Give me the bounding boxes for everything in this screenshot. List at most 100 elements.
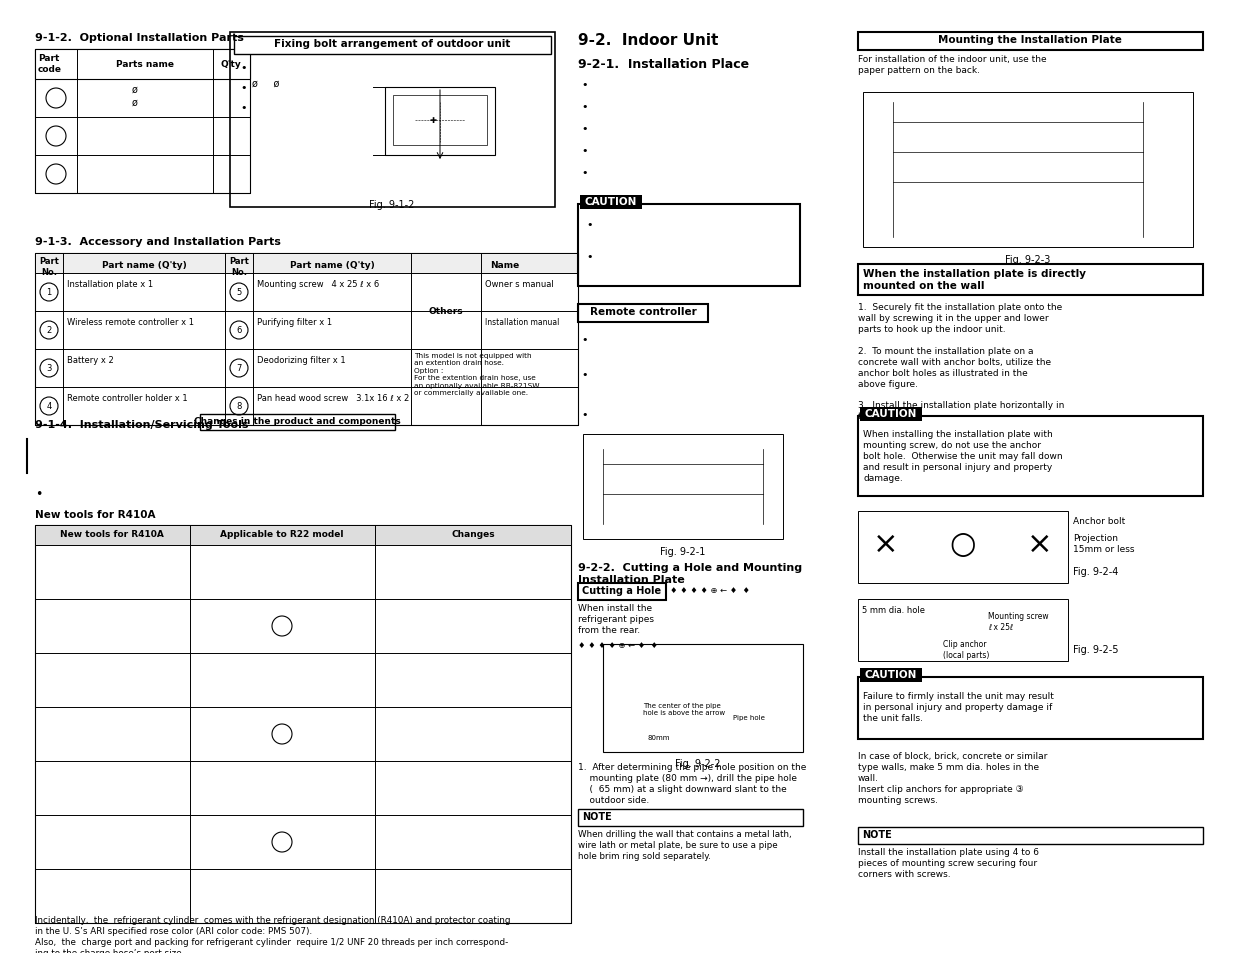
Bar (578, 583, 666, 600)
Text: Projection
15mm or less: Projection 15mm or less (1073, 534, 1135, 554)
Text: Battery x 2: Battery x 2 (67, 355, 114, 365)
Text: CAUTION: CAUTION (864, 669, 918, 679)
Text: Part
code: Part code (38, 54, 62, 74)
Text: 8: 8 (236, 402, 242, 411)
Text: When install the
refrigerant pipes
from the rear.: When install the refrigerant pipes from … (578, 603, 655, 635)
Text: New tools for R410A: New tools for R410A (61, 530, 164, 538)
Text: ♦ ♦ ♦ ♦ ⊕ ← ♦  ♦: ♦ ♦ ♦ ♦ ⊕ ← ♦ ♦ (578, 640, 658, 649)
Text: Fig. 9-2-1: Fig. 9-2-1 (661, 546, 705, 557)
Text: Fig. 9-1-2: Fig. 9-1-2 (369, 200, 415, 210)
Text: 2: 2 (47, 326, 52, 335)
Text: ø     ø: ø ø (252, 79, 279, 89)
Text: Remote controller: Remote controller (589, 307, 697, 316)
Text: Deodorizing filter x 1: Deodorizing filter x 1 (257, 355, 346, 365)
Text: Part
No.: Part No. (40, 256, 59, 276)
Text: Changes in the product and components: Changes in the product and components (194, 416, 400, 426)
Text: •: • (240, 63, 247, 73)
Bar (858, 599, 1068, 661)
Text: ○: ○ (950, 530, 977, 558)
Text: 5: 5 (236, 288, 242, 297)
Text: Fig. 9-2-3: Fig. 9-2-3 (1005, 254, 1051, 265)
Text: Name: Name (490, 261, 520, 270)
Text: Mounting the Installation Plate: Mounting the Installation Plate (939, 35, 1121, 45)
Text: The center of the pipe
hole is above the arrow: The center of the pipe hole is above the… (643, 702, 725, 716)
Text: New tools for R410A: New tools for R410A (35, 510, 156, 519)
Text: This model is not equipped with
an extention drain hose.
Option :
For the extent: This model is not equipped with an exten… (414, 353, 540, 396)
Text: 1: 1 (47, 288, 52, 297)
Bar (230, 33, 555, 208)
Text: 9-1-4.  Installation/Servicing Tools: 9-1-4. Installation/Servicing Tools (35, 419, 248, 430)
Text: 4: 4 (47, 402, 52, 411)
Bar (200, 415, 395, 431)
Text: NOTE: NOTE (582, 811, 611, 821)
Text: Others: Others (429, 307, 463, 316)
Text: 1.  Securely fit the installation plate onto the
wall by screwing it in the uppe: 1. Securely fit the installation plate o… (858, 303, 1062, 334)
Text: Parts name: Parts name (116, 60, 174, 69)
Text: Changes: Changes (451, 530, 495, 538)
Text: Purifying filter x 1: Purifying filter x 1 (257, 317, 332, 327)
Text: Clip anchor
(local parts): Clip anchor (local parts) (944, 639, 989, 659)
Bar (583, 435, 783, 539)
Bar (578, 809, 803, 826)
Text: Installation manual: Installation manual (485, 317, 559, 327)
Text: •: • (585, 252, 593, 262)
Text: Incidentally,  the  refrigerant cylinder  comes with the refrigerant designation: Incidentally, the refrigerant cylinder c… (35, 915, 510, 953)
Text: Cutting a Hole: Cutting a Hole (583, 585, 662, 596)
Bar (233, 37, 551, 55)
Text: •: • (580, 410, 588, 419)
Text: For installation of the indoor unit, use the
paper pattern on the back.: For installation of the indoor unit, use… (858, 55, 1046, 75)
Text: Wireless remote controller x 1: Wireless remote controller x 1 (67, 317, 194, 327)
Bar (35, 253, 578, 274)
Bar (858, 416, 1203, 497)
Text: Failure to firmly install the unit may result
in personal injury and property da: Failure to firmly install the unit may r… (863, 691, 1053, 722)
Bar (858, 512, 1068, 583)
Bar (863, 92, 1193, 248)
Text: ♦ ♦ ♦ ♦ ⊕ ← ♦  ♦: ♦ ♦ ♦ ♦ ⊕ ← ♦ ♦ (671, 585, 750, 595)
Text: In case of block, brick, concrete or similar
type walls, make 5 mm dia. holes in: In case of block, brick, concrete or sim… (858, 751, 1047, 804)
Bar (580, 195, 642, 210)
Text: ø
ø: ø ø (132, 85, 138, 108)
Bar (35, 525, 571, 923)
Text: •: • (580, 124, 588, 133)
Text: •: • (240, 83, 247, 92)
Text: Pipe hole: Pipe hole (734, 714, 764, 720)
Text: 7: 7 (236, 364, 242, 374)
Text: Fig. 9-2-2: Fig. 9-2-2 (676, 759, 721, 768)
Text: When drilling the wall that contains a metal lath,
wire lath or metal plate, be : When drilling the wall that contains a m… (578, 829, 792, 861)
Text: Install the installation plate using 4 to 6
pieces of mounting screw securing fo: Install the installation plate using 4 t… (858, 847, 1039, 879)
Text: Q'ty: Q'ty (221, 60, 241, 69)
Text: ×: × (873, 530, 899, 558)
Text: •: • (580, 102, 588, 112)
Text: Pan head wood screw   3.1x 16 ℓ x 2: Pan head wood screw 3.1x 16 ℓ x 2 (257, 394, 409, 402)
Text: NOTE: NOTE (862, 829, 892, 840)
Text: Mounting screw   4 x 25 ℓ x 6: Mounting screw 4 x 25 ℓ x 6 (257, 280, 379, 289)
Text: CAUTION: CAUTION (864, 409, 918, 418)
Bar (393, 96, 487, 146)
Text: Applicable to R22 model: Applicable to R22 model (220, 530, 343, 538)
Bar (858, 33, 1203, 51)
Bar (858, 827, 1203, 844)
Bar (858, 265, 1203, 295)
Bar (860, 668, 923, 682)
Text: •: • (240, 103, 247, 112)
Text: 80mm: 80mm (648, 734, 671, 740)
Text: •: • (35, 488, 42, 500)
Text: Part
No.: Part No. (228, 256, 249, 276)
Text: When installing the installation plate with
mounting screw, do not use the ancho: When installing the installation plate w… (863, 430, 1062, 483)
Text: 9-1-2.  Optional Installation Parts: 9-1-2. Optional Installation Parts (35, 33, 243, 43)
Text: •: • (580, 335, 588, 345)
Text: Part name (Q'ty): Part name (Q'ty) (101, 261, 186, 270)
Bar (35, 50, 249, 80)
Text: 3.  Install the installation plate horizontally in
the wall.: 3. Install the installation plate horizo… (858, 400, 1065, 420)
Text: ×: × (1028, 530, 1052, 558)
Bar (858, 678, 1203, 740)
Text: Fig. 9-2-5: Fig. 9-2-5 (1073, 644, 1119, 655)
Bar (35, 253, 578, 426)
Bar (578, 305, 708, 323)
Text: Owner s manual: Owner s manual (485, 280, 553, 289)
Bar (860, 408, 923, 421)
Bar (35, 525, 571, 545)
Text: Anchor bolt: Anchor bolt (1073, 517, 1125, 525)
Text: When the installation plate is directly
mounted on the wall: When the installation plate is directly … (863, 269, 1086, 291)
Text: 9-2-1.  Installation Place: 9-2-1. Installation Place (578, 58, 750, 71)
